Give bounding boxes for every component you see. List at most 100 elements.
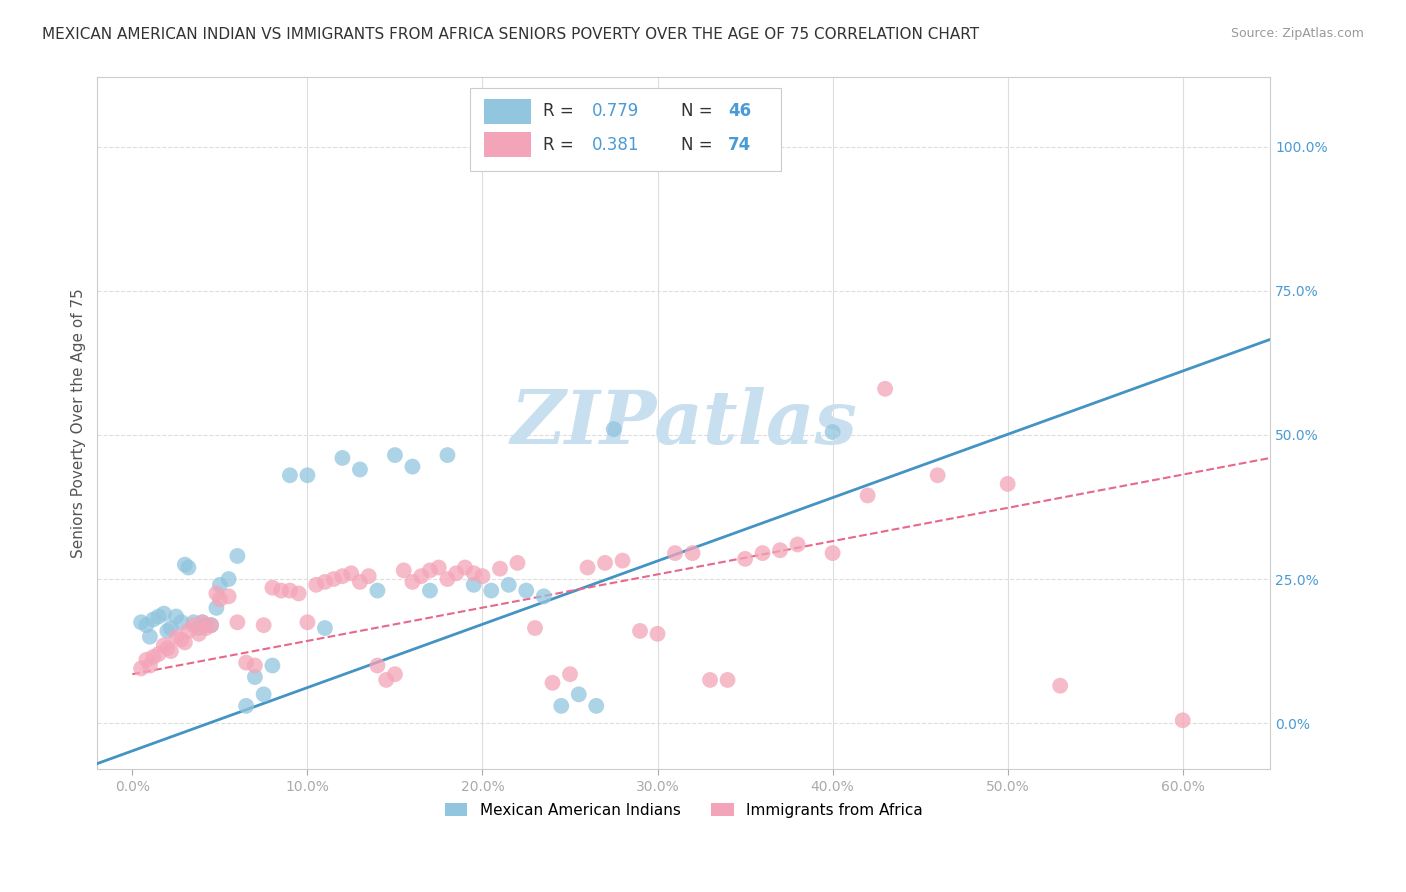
Point [253,687,276,701]
Point [183,618,205,632]
Point [153,638,176,652]
Point [129,661,152,675]
Point [427,560,450,574]
Point [349,462,371,476]
Point [821,546,844,560]
Point [191,615,214,630]
Point [173,558,195,572]
Text: R =: R = [543,136,579,153]
Point [1049,679,1071,693]
Point [226,549,249,563]
Text: N =: N = [682,136,718,153]
Point [187,627,209,641]
Point [489,562,512,576]
Point [366,658,388,673]
Point [419,583,441,598]
Point [875,382,897,396]
Point [997,476,1019,491]
Point [454,560,477,574]
Point [568,687,591,701]
Point [194,621,217,635]
Point [235,656,257,670]
Legend: Mexican American Indians, Immigrants from Africa: Mexican American Indians, Immigrants fro… [439,797,929,824]
Point [444,566,467,581]
Point [471,569,494,583]
Point [235,698,257,713]
Point [297,615,319,630]
Point [253,618,276,632]
Point [463,578,485,592]
Point [401,574,423,589]
Point [550,698,572,713]
Point [384,667,406,681]
Point [177,624,200,638]
Point [183,615,205,630]
Point [1171,714,1194,728]
Point [170,615,193,630]
Point [524,621,547,635]
Point [533,590,555,604]
Point [160,621,183,635]
Point [411,569,433,583]
Point [226,615,249,630]
Text: 74: 74 [728,136,752,153]
Point [366,583,388,598]
Point [612,553,634,567]
Point [751,546,773,560]
Point [243,670,266,684]
Point [392,563,415,577]
Point [135,618,157,632]
Point [699,673,721,687]
Point [305,578,328,592]
Point [262,581,284,595]
Point [262,658,284,673]
Point [515,583,537,598]
Point [297,468,319,483]
Point [148,609,170,624]
Point [332,450,354,465]
Text: 46: 46 [728,103,751,120]
Point [463,566,485,581]
Point [191,615,214,630]
Point [187,621,209,635]
Point [165,630,187,644]
Point [208,592,231,607]
Point [177,560,200,574]
Point [205,586,228,600]
Text: N =: N = [682,103,718,120]
Point [135,653,157,667]
Point [243,658,266,673]
Text: MEXICAN AMERICAN INDIAN VS IMMIGRANTS FROM AFRICA SENIORS POVERTY OVER THE AGE O: MEXICAN AMERICAN INDIAN VS IMMIGRANTS FR… [42,27,980,42]
Point [603,422,626,436]
FancyBboxPatch shape [485,132,531,157]
Point [436,448,458,462]
Point [156,624,179,638]
Text: Source: ZipAtlas.com: Source: ZipAtlas.com [1230,27,1364,40]
Point [205,600,228,615]
Point [628,624,651,638]
Point [340,566,363,581]
Point [769,543,792,558]
Point [160,644,183,658]
Point [173,635,195,649]
Point [165,609,187,624]
Point [401,459,423,474]
Point [821,425,844,439]
FancyBboxPatch shape [485,99,531,124]
Point [716,673,738,687]
Point [170,632,193,647]
Point [647,627,669,641]
Text: R =: R = [543,103,579,120]
Point [576,560,599,574]
Point [314,621,336,635]
Point [156,641,179,656]
Point [287,586,309,600]
Y-axis label: Seniors Poverty Over the Age of 75: Seniors Poverty Over the Age of 75 [72,288,86,558]
Point [357,569,380,583]
Point [384,448,406,462]
Point [278,583,301,598]
Point [139,630,162,644]
Point [278,468,301,483]
Point [218,590,240,604]
Point [856,488,879,502]
